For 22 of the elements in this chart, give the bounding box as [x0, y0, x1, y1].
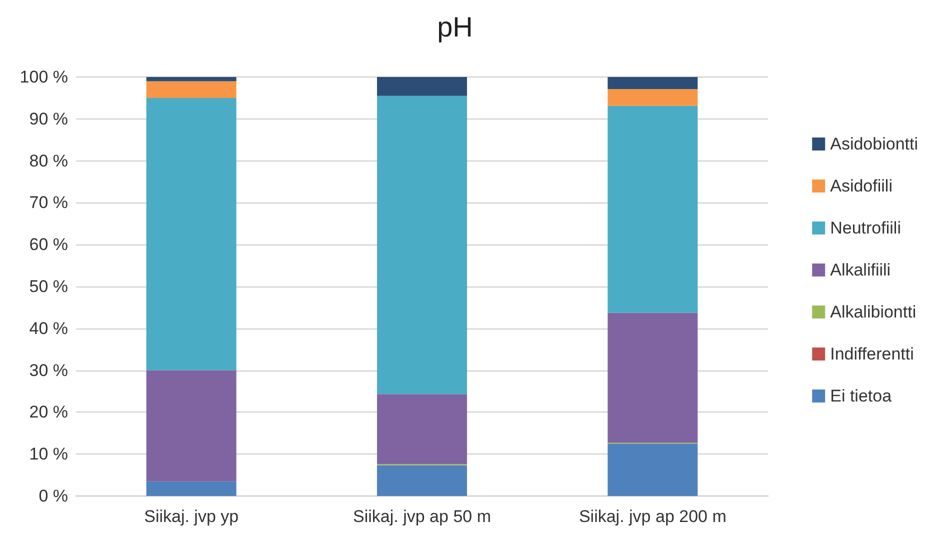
y-tick-label: 0 %	[38, 486, 68, 506]
y-tick-label: 80 %	[29, 151, 68, 170]
y-tick-label: 100 %	[20, 68, 68, 86]
legend-label: Alkalifiili	[830, 260, 891, 280]
y-tick-label: 10 %	[29, 444, 68, 464]
y-tick-label: 90 %	[29, 109, 68, 128]
y-tick-label: 70 %	[29, 193, 68, 212]
legend-label: Asidobiontti	[830, 134, 918, 154]
y-tick-label: 40 %	[29, 318, 68, 338]
legend-label: Alkalibiontti	[830, 302, 916, 322]
legend-label: Neutrofiili	[830, 218, 901, 238]
y-tick-label: 50 %	[29, 277, 68, 296]
x-tick-label: Siikaj. jvp ap 50 m	[353, 507, 491, 526]
x-tick-label: Siikaj. jvp ap 200 m	[578, 507, 726, 526]
y-tick-label: 60 %	[29, 235, 68, 254]
chart-title: pH	[437, 12, 473, 42]
legend-label: Indifferentti	[830, 344, 914, 364]
x-tick-label: Siikaj. jvp yp	[144, 507, 239, 526]
y-tick-label: 20 %	[29, 402, 68, 422]
y-tick-label: 30 %	[29, 360, 68, 380]
legend-label: Asidofiili	[830, 176, 892, 196]
legend-label: Ei tietoa	[830, 386, 892, 406]
